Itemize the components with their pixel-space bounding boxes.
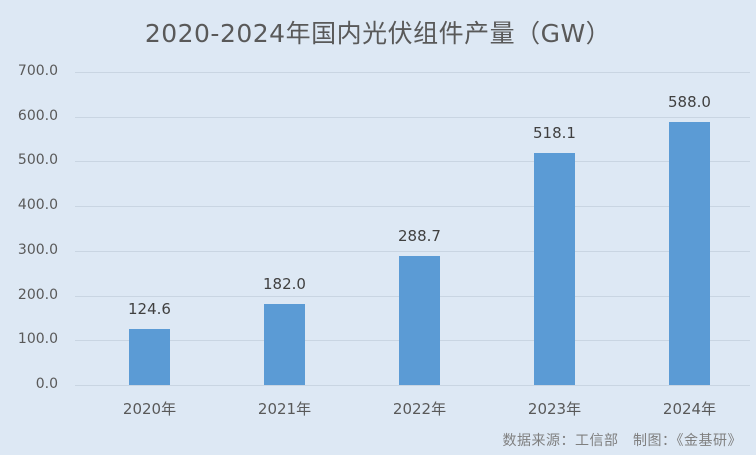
y-tick-label: 400.0 xyxy=(17,197,58,214)
chart-title: 2020-2024年国内光伏组件产量（GW） xyxy=(144,19,612,48)
data-label: 288.7 xyxy=(398,226,441,245)
x-tick-label: 2021年 xyxy=(257,400,312,418)
gridline xyxy=(75,385,750,386)
y-tick-label: 200.0 xyxy=(17,286,58,303)
y-tick-label: 0.0 xyxy=(35,376,58,392)
y-tick-label: 600.0 xyxy=(17,107,58,124)
bar[interactable] xyxy=(534,153,575,385)
bar[interactable] xyxy=(129,329,170,385)
x-tick-label: 2020年 xyxy=(122,400,177,418)
gridline xyxy=(75,116,750,118)
data-label: 182.0 xyxy=(263,274,306,293)
x-tick-label: 2024年 xyxy=(662,400,717,418)
bar[interactable] xyxy=(669,122,710,385)
gridline xyxy=(75,206,750,208)
gridline xyxy=(75,72,750,73)
y-tick-label: 700.0 xyxy=(17,63,58,79)
data-label: 518.1 xyxy=(533,124,576,143)
y-tick-label: 500.0 xyxy=(17,152,58,169)
data-label: 124.6 xyxy=(128,300,171,319)
x-tick-label: 2022年 xyxy=(392,400,447,418)
source-note: 数据来源：工信部 制图：《金基研》 xyxy=(502,433,742,449)
gridline xyxy=(75,250,750,252)
data-label: 588.0 xyxy=(668,93,711,112)
bar[interactable] xyxy=(264,303,305,385)
bar[interactable] xyxy=(399,255,440,385)
gridline xyxy=(75,161,750,163)
y-tick-label: 300.0 xyxy=(17,241,58,258)
x-tick-label: 2023年 xyxy=(527,400,582,418)
y-tick-label: 100.0 xyxy=(17,331,58,348)
